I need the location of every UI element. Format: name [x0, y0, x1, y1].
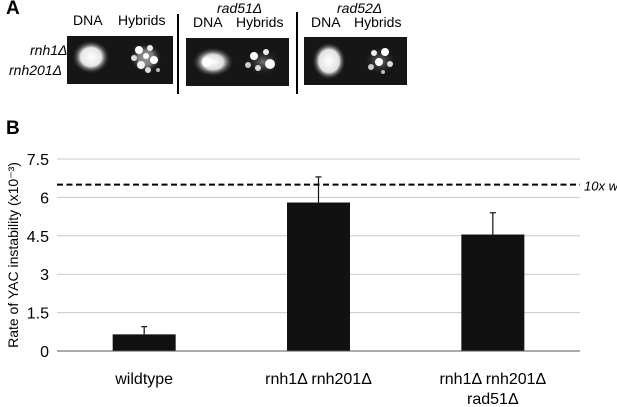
- y-axis-label: Rate of YAC instability (x10⁻³): [5, 162, 21, 348]
- micrograph-hybrids-2: [236, 38, 289, 86]
- micrograph-dna-2-nucleus: [192, 47, 234, 77]
- group-divider-2: [296, 12, 298, 94]
- col-label-dna-2: DNA: [193, 14, 223, 30]
- y-tick-label: 6: [40, 190, 49, 207]
- micrograph-dna-2: [186, 38, 239, 86]
- micrograph-dna-3-nucleus: [312, 42, 346, 80]
- row-genotype-line1: rnh1Δ: [30, 42, 68, 58]
- panel-b-letter: B: [6, 118, 20, 139]
- col-label-hybrids-2: Hybrids: [236, 14, 284, 30]
- x-tick-label: rnh1Δ rnh201Δ: [265, 371, 372, 388]
- y-tick-label: 4.5: [27, 229, 49, 246]
- y-tick-label: 7.5: [27, 152, 49, 169]
- y-tick-label: 3: [40, 267, 49, 284]
- y-tick-label: 1.5: [27, 306, 49, 323]
- group-genotype-rad52: rad52Δ: [337, 0, 383, 16]
- micrograph-hybrids-3: [354, 37, 407, 85]
- x-tick-label: wildtype: [114, 371, 173, 388]
- micrograph-dna-1: [67, 36, 120, 84]
- micrograph-dna-3: [304, 37, 357, 85]
- col-label-dna-3: DNA: [311, 14, 341, 30]
- micrograph-hybrids-1: [120, 36, 173, 84]
- bar: [112, 334, 176, 351]
- micrograph-hybrids-3-foci: [363, 46, 397, 76]
- col-label-hybrids-3: Hybrids: [354, 14, 402, 30]
- col-label-dna-1: DNA: [73, 12, 103, 28]
- panel-a-letter: A: [6, 0, 20, 19]
- col-label-hybrids-1: Hybrids: [118, 12, 166, 28]
- row-genotype-line2: rnh201Δ: [9, 62, 62, 78]
- x-tick-label: rnh1Δ rnh201Δ rad51Δ: [439, 371, 546, 407]
- y-tick-label: 0: [40, 344, 49, 361]
- micrograph-dna-1-nucleus: [72, 40, 110, 74]
- micrograph-hybrids-1-foci: [130, 43, 162, 73]
- bar: [287, 202, 350, 351]
- reference-line-label: 10x wild type: [584, 179, 617, 194]
- group-divider-1: [177, 14, 179, 94]
- micrograph-hybrids-2-foci: [245, 48, 281, 76]
- group-genotype-rad51: rad51Δ: [217, 0, 263, 16]
- bar: [461, 234, 525, 351]
